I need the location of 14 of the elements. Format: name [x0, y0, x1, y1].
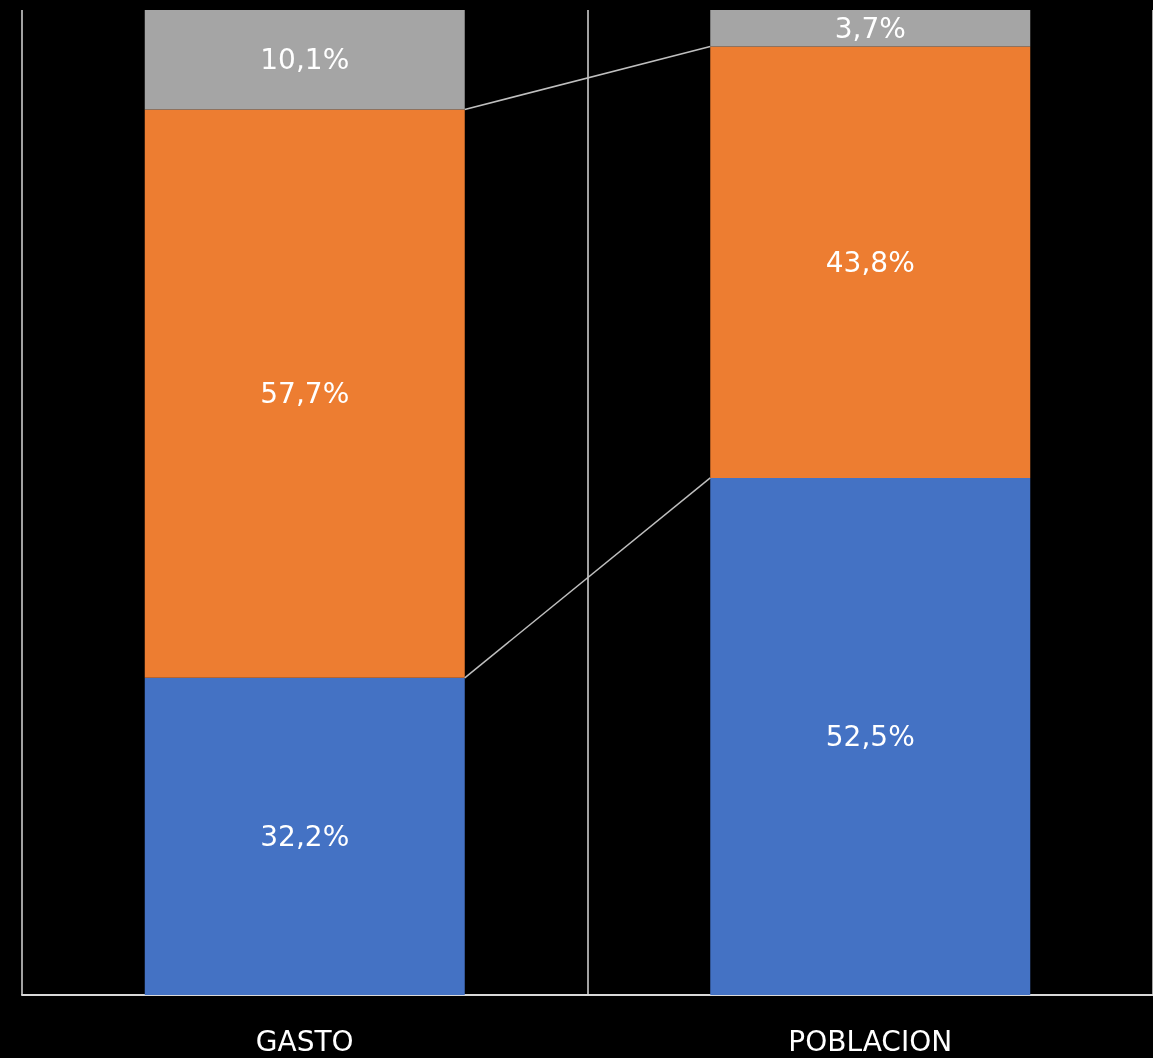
- x-tick-label: GASTO: [255, 1024, 354, 1058]
- data-label: 52,5%: [825, 719, 915, 753]
- bar: [710, 10, 1031, 47]
- x-tick-label: POBLACION: [788, 1024, 953, 1058]
- data-label: 3,7%: [834, 11, 906, 45]
- data-label: 43,8%: [825, 245, 915, 279]
- bar: [144, 677, 465, 995]
- data-label: 57,7%: [260, 377, 350, 411]
- bar: [710, 477, 1031, 995]
- bar: [144, 10, 465, 110]
- data-label: 10,1%: [260, 43, 350, 77]
- data-label: 32,2%: [260, 819, 350, 853]
- bar: [710, 46, 1031, 478]
- bar: [144, 109, 465, 678]
